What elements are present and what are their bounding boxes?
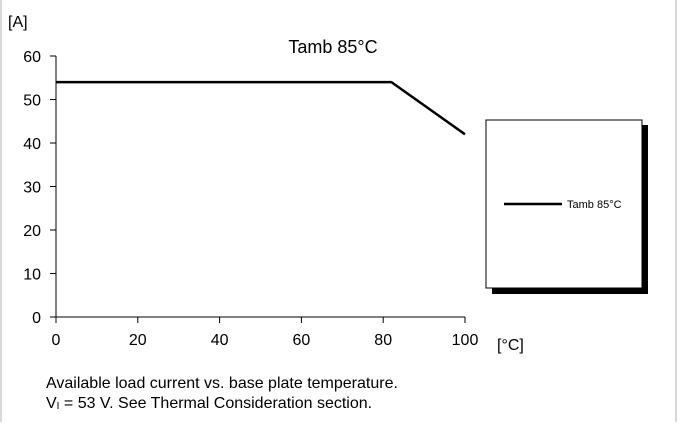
y-tick-label: 0 <box>32 310 41 327</box>
caption-voltage-subscript: I <box>56 401 60 412</box>
y-tick-label: 50 <box>23 93 41 110</box>
y-tick-label: 10 <box>23 267 41 284</box>
legend-items: Tamb 85°C <box>504 199 622 211</box>
axes: 0 10 20 30 40 50 60 0 20 40 60 80 100 <box>23 49 478 349</box>
y-tick-label: 60 <box>23 49 41 66</box>
x-tick-label: 100 <box>452 332 479 349</box>
y-tick-label: 40 <box>23 136 41 153</box>
caption-condition-text: = 53 V. See Thermal Consideration sectio… <box>59 395 373 412</box>
y-tick-label: 30 <box>23 180 41 197</box>
x-tick-label: 60 <box>293 332 311 349</box>
caption-voltage-symbol: V <box>46 395 57 412</box>
series-line-1 <box>56 80 466 136</box>
y-tick-label: 20 <box>23 223 41 240</box>
caption-line-1: Available load current vs. base plate te… <box>46 375 398 392</box>
caption-line-2: VI = 53 V. See Thermal Consideration sec… <box>46 394 606 417</box>
x-tick-label: 80 <box>374 332 392 349</box>
x-tick-label: 40 <box>211 332 229 349</box>
legend: Tamb 85°C <box>485 119 648 294</box>
x-tick-label: 0 <box>52 332 61 349</box>
x-tick-label: 20 <box>129 332 147 349</box>
x-axis-label: [°C] <box>497 337 524 354</box>
legend-label: Tamb 85°C <box>567 199 622 211</box>
chart-title: Tamb 85°C <box>288 37 377 57</box>
series-layer <box>56 80 466 136</box>
y-axis-label: [A] <box>8 14 28 31</box>
